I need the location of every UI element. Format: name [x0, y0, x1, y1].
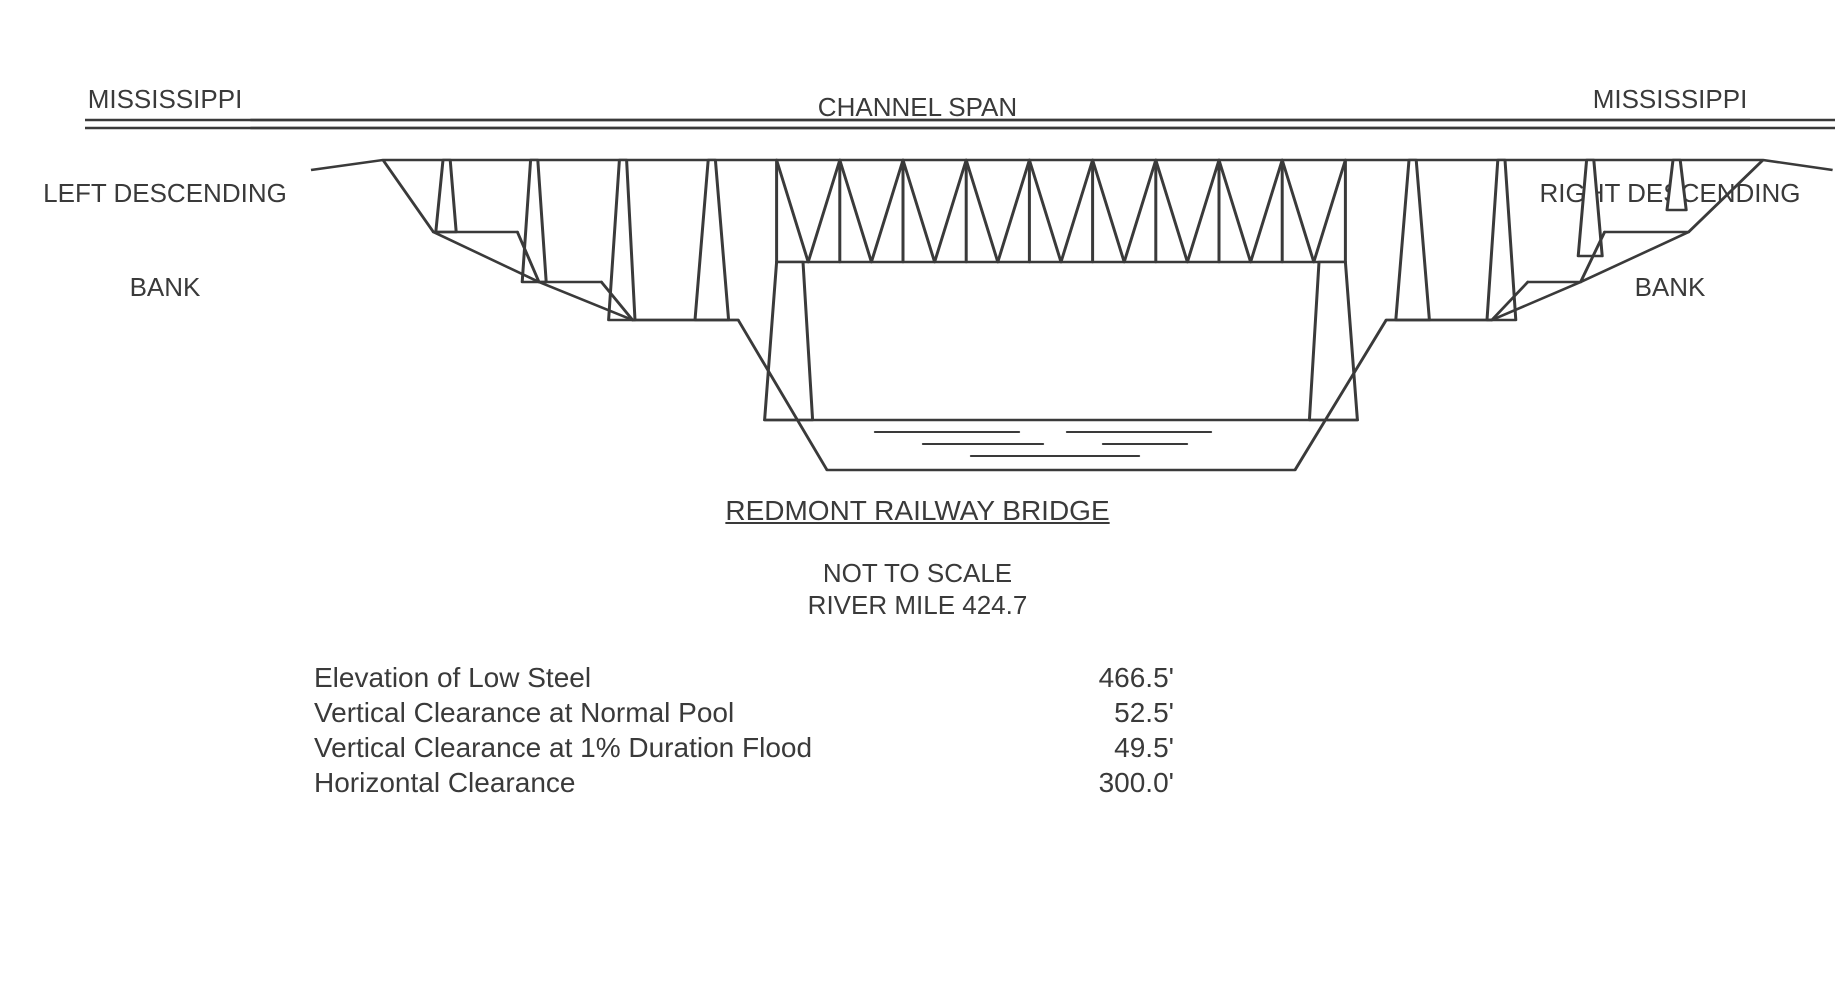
row-label: Elevation of Low Steel: [314, 660, 591, 695]
row-value: 466.5': [1099, 660, 1174, 695]
row-label: Vertical Clearance at Normal Pool: [314, 695, 734, 730]
clearance-table: Elevation of Low Steel 466.5' Vertical C…: [314, 660, 1174, 800]
river-mile: RIVER MILE 424.7: [0, 590, 1835, 621]
row-value: 52.5': [1114, 695, 1174, 730]
page: MISSISSIPPI LEFT DESCENDING BANK MISSISS…: [0, 0, 1835, 989]
row-value: 49.5': [1114, 730, 1174, 765]
row-value: 300.0': [1099, 765, 1174, 800]
table-row: Vertical Clearance at 1% Duration Flood …: [314, 730, 1174, 765]
bridge-diagram: [0, 0, 1835, 520]
table-row: Vertical Clearance at Normal Pool 52.5': [314, 695, 1174, 730]
not-to-scale: NOT TO SCALE: [0, 558, 1835, 589]
row-label: Vertical Clearance at 1% Duration Flood: [314, 730, 812, 765]
row-label: Horizontal Clearance: [314, 765, 575, 800]
bridge-title: REDMONT RAILWAY BRIDGE: [0, 494, 1835, 528]
table-row: Elevation of Low Steel 466.5': [314, 660, 1174, 695]
table-row: Horizontal Clearance 300.0': [314, 765, 1174, 800]
